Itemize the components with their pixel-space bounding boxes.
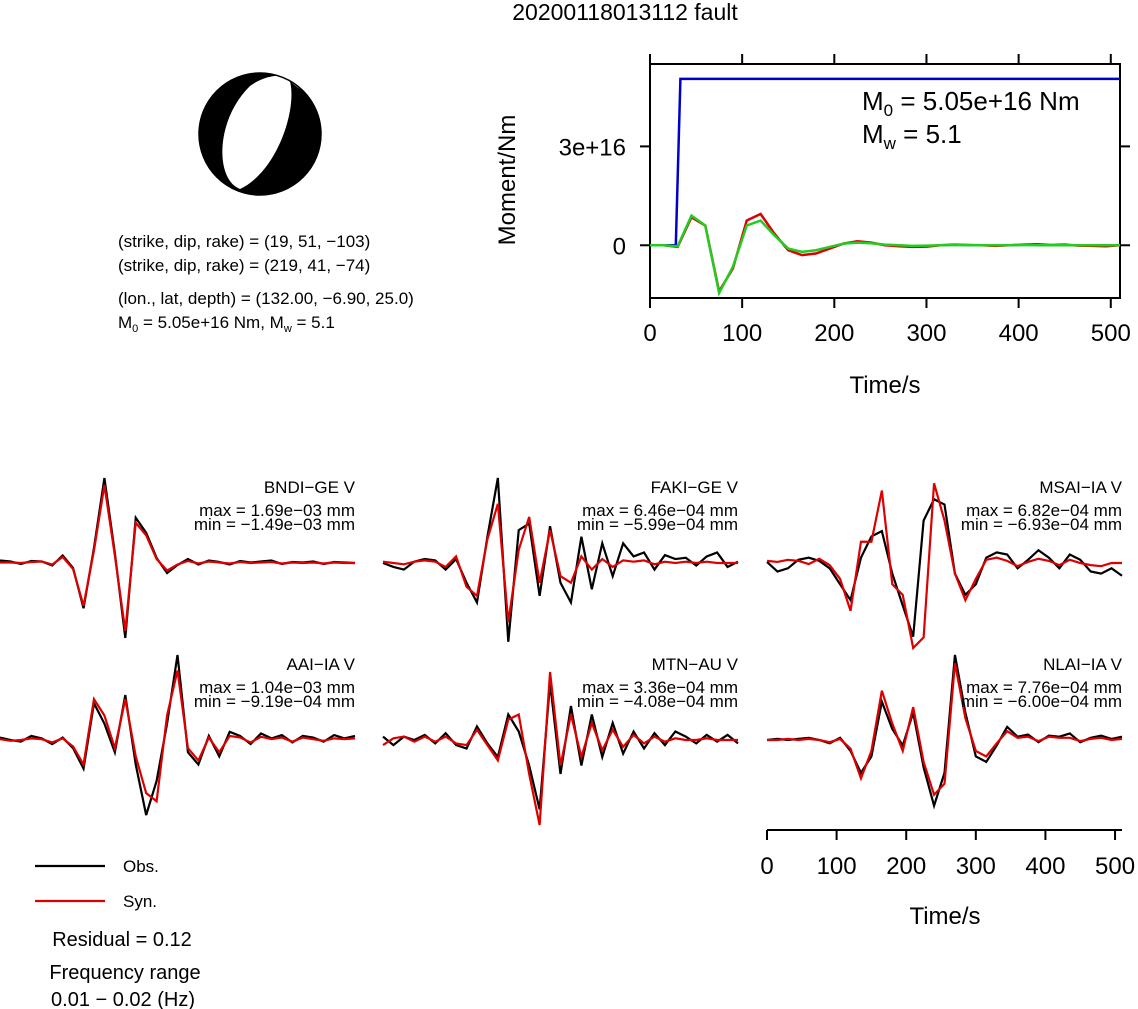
syn-trace (767, 663, 1123, 797)
text: = 5.05e+16 Nm, (138, 313, 269, 332)
x-tick-label: 400 (1025, 853, 1065, 880)
x-tick-label: 0 (760, 853, 773, 880)
x-axis-label: Time/s (849, 372, 920, 399)
x-tick-label: 300 (906, 320, 946, 347)
station-label: MSAI−IA V (1039, 478, 1122, 497)
station-label: BNDI−GE V (264, 478, 356, 497)
plot-frame (649, 63, 1121, 299)
min-label: min = −5.99e−04 mm (577, 515, 738, 534)
max-label: max = 6.82e−04 mm (966, 501, 1122, 520)
subscript: 0 (132, 323, 138, 335)
legend-label: Syn. (123, 892, 157, 911)
syn-trace (382, 671, 738, 826)
frequency-title: Frequency range (49, 962, 200, 984)
x-tick-label: 500 (1091, 320, 1131, 347)
frequency-range: 0.01 − 0.02 (Hz) (51, 989, 195, 1009)
max-label: max = 3.36e−04 mm (582, 678, 738, 697)
x-tick-label: 100 (817, 853, 857, 880)
station-label: NLAI−IA V (1043, 655, 1123, 674)
symbol: M (118, 313, 132, 332)
symbol: M (862, 119, 884, 149)
annotation: M0 = 5.05e+16 Nm (862, 86, 1080, 120)
figure-title: 20200118013112 fault (512, 0, 738, 25)
symbol: M (270, 313, 284, 332)
x-tick-label: 500 (1095, 853, 1135, 880)
subscript: w (883, 134, 897, 153)
station-label: FAKI−GE V (651, 478, 739, 497)
min-label: min = −6.93e−04 mm (961, 515, 1122, 534)
subscript: 0 (884, 101, 893, 120)
max-label: max = 6.46e−04 mm (582, 501, 738, 520)
text: = 5.1 (896, 119, 962, 149)
syn-trace (766, 483, 1122, 651)
plane-text: (strike, dip, rake) = (19, 51, −103) (118, 232, 370, 251)
y-tick-label: 0 (613, 233, 626, 260)
min-label: min = −4.08e−04 mm (577, 692, 738, 711)
syn-trace (382, 503, 738, 623)
station-label: AAI−IA V (286, 655, 355, 674)
max-label: max = 7.76e−04 mm (966, 678, 1122, 697)
legend-label: Obs. (123, 857, 159, 876)
x-axis-label: Time/s (909, 903, 980, 930)
y-tick-label: 3e+16 (559, 134, 626, 161)
symbol: M (862, 86, 884, 116)
residual: Residual = 0.12 (52, 929, 192, 951)
obs-trace (382, 477, 739, 642)
x-tick-label: 400 (999, 320, 1039, 347)
plane-text: (strike, dip, rake) = (219, 41, −74) (118, 256, 370, 275)
y-axis-label: Moment/Nm (494, 115, 521, 246)
subscript: w (283, 323, 292, 335)
mechanism-info: (strike, dip, rake) = (19, 51, −103) (st… (118, 232, 414, 335)
text: = 5.1 (292, 313, 335, 332)
text: = 5.05e+16 Nm (893, 86, 1079, 116)
moment-line (650, 212, 1121, 295)
min-label: min = −9.19e−04 mm (194, 692, 355, 711)
min-label: min = −6.00e−04 mm (961, 692, 1122, 711)
x-tick-label: 100 (722, 320, 762, 347)
x-tick-label: 300 (956, 853, 996, 880)
beachball (198, 72, 322, 196)
x-tick-label: 0 (643, 320, 656, 347)
station-label: MTN−AU V (652, 655, 739, 674)
min-label: min = −1.49e−03 mm (194, 515, 355, 534)
annotation: Mw = 5.1 (862, 119, 962, 153)
syn-trace (0, 670, 356, 804)
syn-trace (0, 484, 355, 632)
moment-text: M0 = 5.05e+16 Nm, Mw = 5.1 (118, 313, 335, 335)
obs-trace (382, 682, 739, 810)
max-label: max = 1.04e−03 mm (199, 678, 355, 697)
max-label: max = 1.69e−03 mm (199, 501, 355, 520)
location-text: (lon., lat, depth) = (132.00, −6.90, 25.… (118, 289, 414, 308)
moment-line (650, 213, 1120, 297)
x-tick-label: 200 (814, 320, 854, 347)
x-tick-label: 200 (886, 853, 926, 880)
